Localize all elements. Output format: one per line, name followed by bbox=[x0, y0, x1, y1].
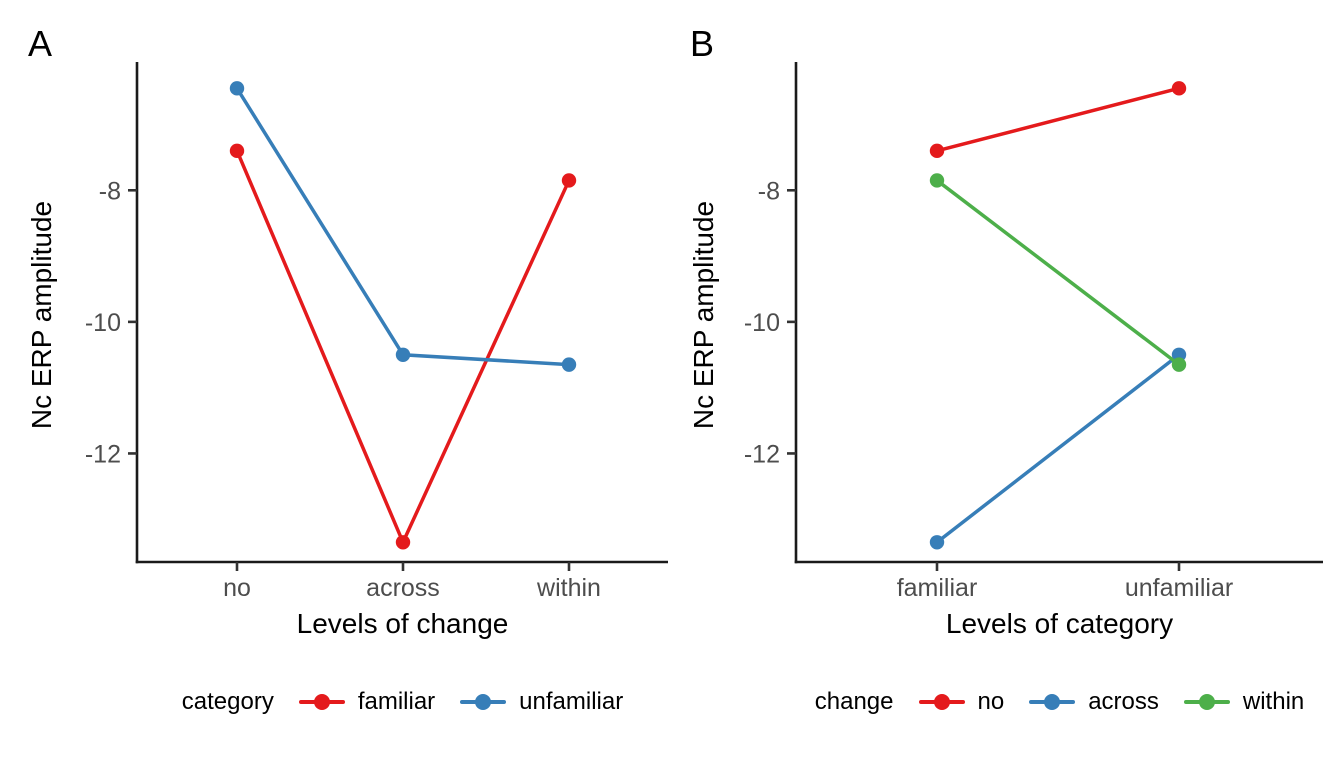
panel-tag: B bbox=[690, 23, 715, 64]
data-point-across-familiar bbox=[929, 535, 945, 550]
data-point-unfamiliar-no bbox=[229, 81, 245, 96]
legend-item-across: across bbox=[1029, 688, 1159, 716]
legend-item-no: no bbox=[918, 688, 1005, 716]
legend-title: category bbox=[181, 688, 274, 715]
data-point-within-unfamiliar bbox=[1171, 357, 1187, 372]
legend: category familiar unfamiliar bbox=[137, 687, 668, 717]
legend-key-icon bbox=[460, 694, 507, 711]
data-point-no-unfamiliar bbox=[1171, 81, 1187, 96]
plot-a: -8 -10 -12 no across within bbox=[85, 62, 668, 602]
x-tick-label: familiar bbox=[897, 574, 978, 602]
y-axis-title: Nc ERP amplitude bbox=[688, 200, 719, 430]
series-line-unfamiliar bbox=[235, 86, 571, 367]
series-line-no bbox=[935, 86, 1181, 153]
legend-item-familiar: familiar bbox=[298, 688, 436, 716]
series-line-within bbox=[935, 178, 1181, 367]
y-tick-label: -8 bbox=[758, 177, 780, 205]
legend-key-icon bbox=[298, 694, 345, 711]
series-line-across bbox=[935, 353, 1181, 545]
x-tick-label: unfamiliar bbox=[1125, 574, 1233, 602]
legend-key-dot bbox=[1044, 694, 1061, 710]
y-tick-label: -10 bbox=[744, 309, 780, 337]
y-tick-label: -12 bbox=[85, 440, 121, 468]
data-point-familiar-within bbox=[561, 173, 577, 188]
series-line-familiar bbox=[235, 149, 571, 547]
panel-tag: A bbox=[28, 23, 53, 64]
data-point-unfamiliar-across bbox=[395, 347, 411, 362]
legend: change no across within bbox=[796, 687, 1323, 717]
legend-key-dot bbox=[475, 694, 492, 710]
legend-key-icon bbox=[1183, 694, 1230, 711]
legend-label: unfamiliar bbox=[519, 688, 624, 715]
legend-key-dot bbox=[313, 694, 330, 710]
legend-label: within bbox=[1242, 688, 1305, 715]
legend-label: familiar bbox=[357, 688, 436, 715]
y-tick-label: -12 bbox=[744, 440, 780, 468]
data-point-familiar-across bbox=[395, 535, 411, 550]
data-point-across-unfamiliar bbox=[1171, 347, 1187, 362]
data-point-within-familiar bbox=[929, 173, 945, 188]
panel-b: -8 -10 -12 familiar unfamiliar B Nc ERP ampl… bbox=[672, 0, 1344, 768]
plot-b: -8 -10 -12 familiar unfamiliar bbox=[744, 62, 1323, 602]
legend-title: change bbox=[814, 688, 894, 715]
data-point-familiar-no bbox=[229, 143, 245, 159]
data-point-no-familiar bbox=[929, 143, 945, 159]
x-axis-title: Levels of category bbox=[945, 608, 1174, 639]
panel-a: -8 -10 -12 no across within A Nc ERP amplitud… bbox=[26, 23, 668, 717]
legend-label: no bbox=[977, 688, 1005, 715]
legend-key-icon bbox=[918, 694, 965, 711]
legend-item-unfamiliar: unfamiliar bbox=[460, 688, 623, 716]
data-point-unfamiliar-within bbox=[561, 357, 577, 372]
legend-label: across bbox=[1088, 688, 1159, 715]
y-axis-title: Nc ERP amplitude bbox=[26, 200, 57, 430]
x-axis-title: Levels of change bbox=[296, 608, 509, 639]
legend-item-within: within bbox=[1183, 688, 1305, 716]
x-tick-label: across bbox=[366, 574, 440, 602]
x-tick-label: within bbox=[536, 574, 601, 602]
legend-key-dot bbox=[933, 694, 950, 710]
y-tick-label: -8 bbox=[99, 177, 121, 205]
legend-key-icon bbox=[1029, 694, 1076, 711]
y-tick-label: -10 bbox=[85, 309, 121, 337]
x-tick-label: no bbox=[223, 574, 251, 602]
legend-key-dot bbox=[1198, 694, 1215, 710]
